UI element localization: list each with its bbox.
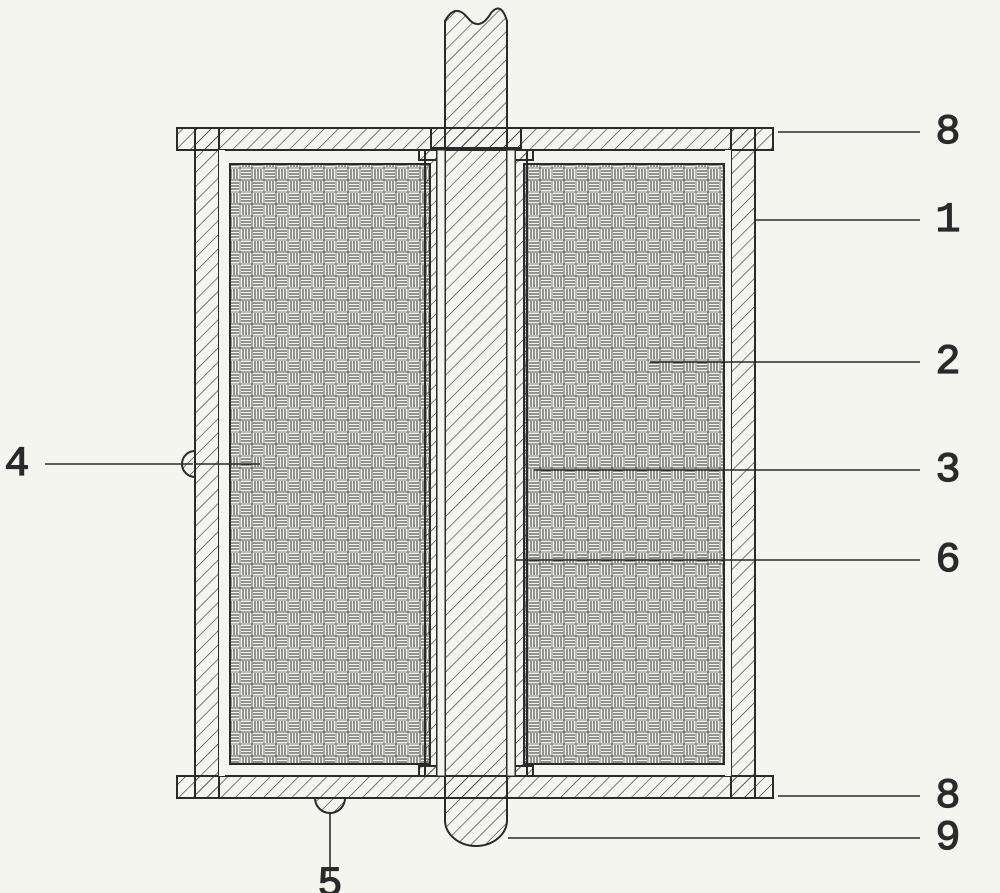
label-6: 6	[935, 536, 960, 584]
svg-text:1: 1	[935, 196, 960, 244]
svg-text:3: 3	[935, 446, 960, 494]
label-9: 9	[935, 814, 960, 862]
label-2: 2	[935, 338, 960, 386]
svg-text:8: 8	[935, 772, 960, 820]
svg-text:4: 4	[4, 440, 29, 488]
core-right	[524, 164, 724, 764]
label-8: 8	[935, 772, 960, 820]
svg-text:9: 9	[935, 814, 960, 862]
svg-text:8: 8	[935, 108, 960, 156]
label-5: 5	[317, 860, 342, 893]
label-1: 1	[935, 196, 960, 244]
label-4: 4	[4, 440, 29, 488]
svg-text:2: 2	[935, 338, 960, 386]
svg-text:5: 5	[317, 860, 342, 893]
port-bottom	[315, 798, 345, 813]
label-3: 3	[935, 446, 960, 494]
svg-text:6: 6	[935, 536, 960, 584]
label-8: 8	[935, 108, 960, 156]
